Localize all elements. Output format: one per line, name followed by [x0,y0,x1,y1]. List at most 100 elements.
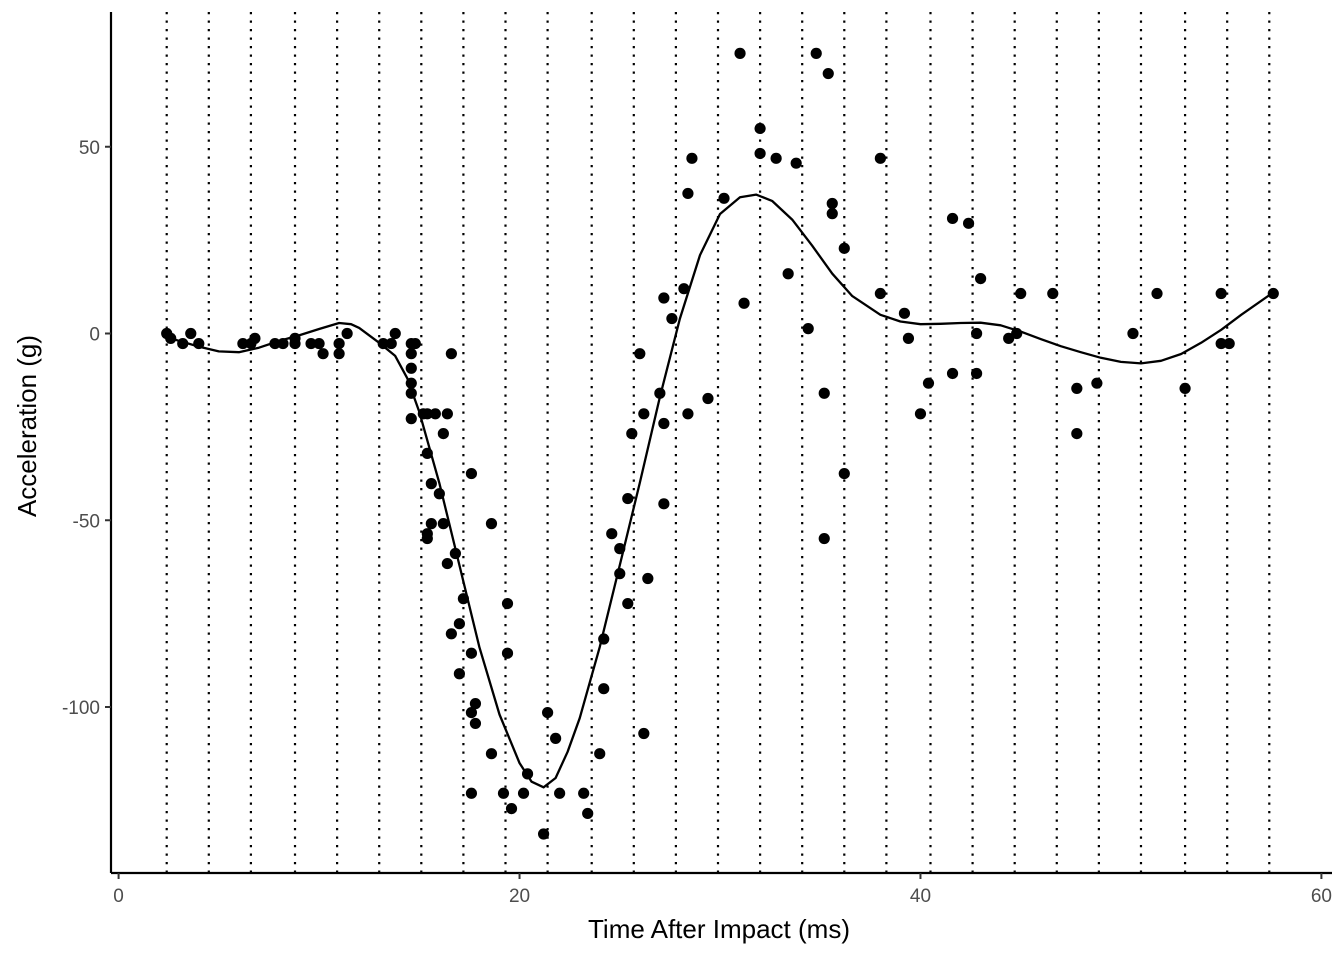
data-point [465,467,478,480]
data-point [654,387,666,399]
data-point [193,337,205,350]
data-point [433,488,445,500]
data-point [505,802,518,815]
data-point [1011,327,1023,340]
data-point [638,408,650,420]
data-point [678,283,690,295]
data-point [541,707,554,719]
data-point [970,327,983,340]
y-tick-label: -100 [62,698,100,719]
y-axis-title: Acceleration (g) [12,335,42,517]
data-point [405,377,417,389]
data-point [453,668,465,680]
data-point [554,787,566,799]
data-point [1127,327,1139,340]
data-point [421,408,433,420]
data-point [638,727,650,740]
data-point [425,478,437,490]
data-point [686,152,698,164]
data-point [437,427,449,440]
data-point [385,337,397,350]
data-point [501,597,514,610]
y-tick-label: 0 [89,325,100,346]
data-point [826,208,838,220]
data-point [1071,427,1083,440]
x-axis-title: Time After Impact (ms) [588,914,850,944]
data-point [914,408,927,420]
data-point [249,332,261,344]
data-point [457,593,470,605]
data-point [902,332,915,344]
data-point [822,67,834,80]
data-point [465,707,478,719]
data-point [429,408,441,420]
data-point [409,337,421,350]
data-point [405,348,417,360]
data-point [485,518,498,530]
smooth-curve [166,193,1274,789]
data-point [922,377,935,389]
data-point [946,367,959,380]
data-point [838,242,850,254]
data-point [734,47,746,59]
data-point [1151,287,1163,300]
data-point [1267,287,1279,300]
data-point [277,337,289,350]
data-point [874,287,886,300]
data-point [425,518,437,530]
data-point [1215,287,1227,300]
data-point [449,547,461,560]
data-point [537,828,550,840]
data-point [469,698,482,710]
data-point [405,413,417,425]
data-point [898,307,911,319]
data-point [317,348,329,360]
data-point [1179,382,1191,395]
x-tick-label: 40 [910,886,931,907]
data-point [614,543,626,555]
data-point [658,417,670,430]
data-point [485,748,498,760]
data-point [642,572,654,585]
data-point [517,787,530,799]
data-point [582,807,594,820]
data-point [614,568,626,580]
data-point [682,187,694,200]
data-point [874,152,886,164]
data-point [1003,332,1015,344]
data-points [161,47,1279,840]
data-point [185,327,197,340]
data-point [838,467,850,480]
axes: 0 20 40 60 -100 -50 0 50 [62,12,1332,907]
data-point [289,332,301,344]
data-point [970,367,983,380]
data-point [738,297,750,309]
data-point [802,323,814,335]
data-point [237,337,249,350]
y-tick-label: -50 [73,511,100,532]
data-point [1047,287,1059,300]
data-point [666,312,678,325]
data-point [754,147,766,160]
data-point [445,628,457,640]
data-point [305,337,317,350]
data-point [810,47,822,59]
data-point [177,337,189,350]
data-point [405,387,417,399]
data-point [754,122,766,135]
data-point [598,683,610,695]
data-point [550,732,562,744]
data-point [975,272,987,285]
data-point [946,212,959,225]
data-point [453,618,465,630]
data-point [341,327,353,340]
data-point [521,768,534,780]
data-point [469,717,482,730]
data-point [421,447,433,459]
x-tick-label: 20 [509,886,530,907]
x-tick-label: 60 [1311,886,1332,907]
x-tick-label: 0 [113,886,124,907]
data-point [782,268,794,280]
data-point [465,647,478,659]
data-point [441,557,453,570]
